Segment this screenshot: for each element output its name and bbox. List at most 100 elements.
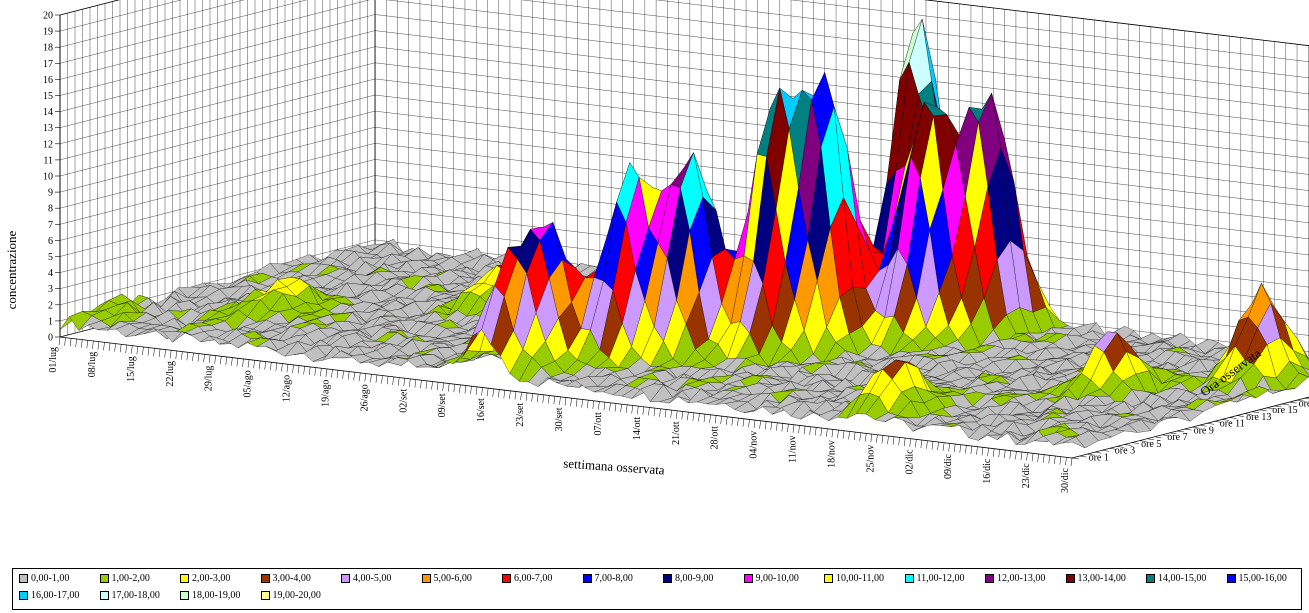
legend-swatch — [1226, 574, 1236, 583]
x-tick — [575, 398, 578, 407]
legend-label: 7,00-8,00 — [594, 573, 633, 584]
legend-item: 11,00-12,00 — [904, 573, 964, 584]
x-tick — [970, 446, 973, 455]
x-tick-label: 22/lug — [165, 361, 176, 387]
legend-label: 13,00-14,00 — [1077, 573, 1126, 584]
back-wall-gridline — [790, 0, 1309, 62]
legend-label: 1,00-2,00 — [111, 573, 150, 584]
x-tick — [926, 440, 928, 449]
legend-swatch — [19, 574, 28, 583]
x-tick — [631, 405, 633, 414]
x-tick-label: 26/ago — [359, 384, 370, 411]
x-tick — [976, 446, 978, 455]
x-tick — [197, 353, 200, 362]
legend-item: 19,00-20,00 — [260, 590, 321, 601]
x-tick-label: 08/lug — [87, 352, 98, 378]
x-tick — [397, 377, 400, 386]
x-tick-label: 09/set — [437, 393, 448, 417]
y-tick — [1214, 421, 1222, 423]
y-tick — [1266, 407, 1275, 410]
legend-swatch — [743, 574, 753, 583]
z-tick-label: 12 — [43, 139, 53, 150]
legend-label: 14,00-15,00 — [1158, 573, 1207, 584]
x-tick — [286, 364, 289, 373]
x-tick — [1015, 451, 1017, 460]
x-tick — [620, 404, 622, 413]
z-tick-label: 11 — [43, 155, 53, 166]
chart-legend: 0,00-1,00 1,00-2,00 2,00-3,00 3,00-4,00 4,00… — [12, 568, 1302, 610]
legend-label: 12,00-13,00 — [997, 573, 1046, 584]
legend-label: 18,00-19,00 — [192, 590, 241, 601]
back-wall-gridline — [374, 46, 1309, 159]
x-tick-label: 15/lug — [126, 356, 137, 382]
back-wall-gridline — [374, 78, 1309, 191]
y-tick — [1229, 417, 1237, 419]
z-tick-label: 5 — [48, 252, 53, 263]
y-tick — [1124, 444, 1132, 446]
x-tick — [498, 389, 500, 398]
legend-item: 16,00-17,00 — [19, 590, 79, 601]
x-tick — [392, 376, 394, 385]
x-tick — [220, 356, 222, 365]
x-tick — [648, 407, 650, 416]
legend-item: 15,00-16,00 — [1226, 573, 1287, 584]
legend-label: 3,00-4,00 — [272, 573, 311, 584]
x-tick — [492, 388, 494, 397]
x-tick-label: 29/lug — [204, 366, 215, 392]
x-tick — [108, 342, 111, 352]
x-tick-label: 30/set — [554, 407, 565, 431]
z-tick-label: 19 — [43, 27, 53, 38]
x-tick — [876, 434, 878, 443]
legend-item: 8,00-9,00 — [663, 573, 713, 584]
x-tick-label: 11/nov — [788, 435, 799, 462]
legend-swatch — [663, 574, 672, 583]
chart-surface — [59, 18, 1309, 449]
y-tick-label: ore 13 — [1246, 412, 1271, 423]
x-tick — [848, 431, 850, 440]
x-tick — [325, 368, 328, 377]
x-tick — [553, 396, 556, 405]
back-wall-gridline — [374, 30, 1309, 143]
z-tick-label: 10 — [43, 172, 53, 183]
x-tick-label: 07/ott — [593, 412, 604, 436]
x-tick-label: 04/nov — [749, 431, 760, 459]
y-tick-label: ore 1 — [1089, 452, 1109, 463]
x-tick-label: 25/nov — [865, 445, 876, 473]
x-tick — [931, 441, 934, 450]
x-tick — [887, 436, 889, 445]
y-tick — [1154, 436, 1162, 439]
legend-label: 5,00-6,00 — [433, 573, 472, 584]
x-tick-label: 01/lug — [48, 347, 59, 373]
x-tick — [236, 358, 239, 367]
legend-item: 10,00-11,00 — [824, 573, 884, 584]
back-wall-gridline — [925, 0, 1309, 46]
y-tick — [1289, 401, 1297, 404]
x-tick — [892, 436, 895, 445]
x-tick — [759, 420, 761, 429]
legend-item: 6,00-7,00 — [502, 573, 552, 584]
x-tick — [409, 378, 411, 387]
x-tick — [69, 338, 72, 347]
legend-item: 14,00-15,00 — [1146, 573, 1206, 584]
z-tick-label: 13 — [43, 123, 53, 134]
x-tick — [826, 428, 828, 437]
y-tick — [1244, 413, 1252, 415]
x-tick — [509, 390, 511, 399]
x-tick — [192, 352, 194, 361]
y-tick-label: ore 17 — [1299, 398, 1309, 409]
y-tick — [1221, 419, 1230, 421]
x-tick — [1031, 453, 1034, 462]
x-tick — [442, 382, 444, 391]
legend-item: 18,00-19,00 — [180, 590, 240, 601]
x-tick — [247, 359, 250, 368]
legend-swatch — [582, 574, 592, 583]
x-tick — [731, 417, 734, 426]
z-tick-label: 0 — [48, 333, 53, 344]
x-tick — [64, 337, 66, 346]
x-tick — [698, 413, 700, 422]
x-tick-label: 16/set — [476, 398, 487, 422]
x-tick — [737, 418, 739, 427]
y-tick — [1109, 448, 1117, 450]
legend-swatch — [19, 591, 28, 600]
